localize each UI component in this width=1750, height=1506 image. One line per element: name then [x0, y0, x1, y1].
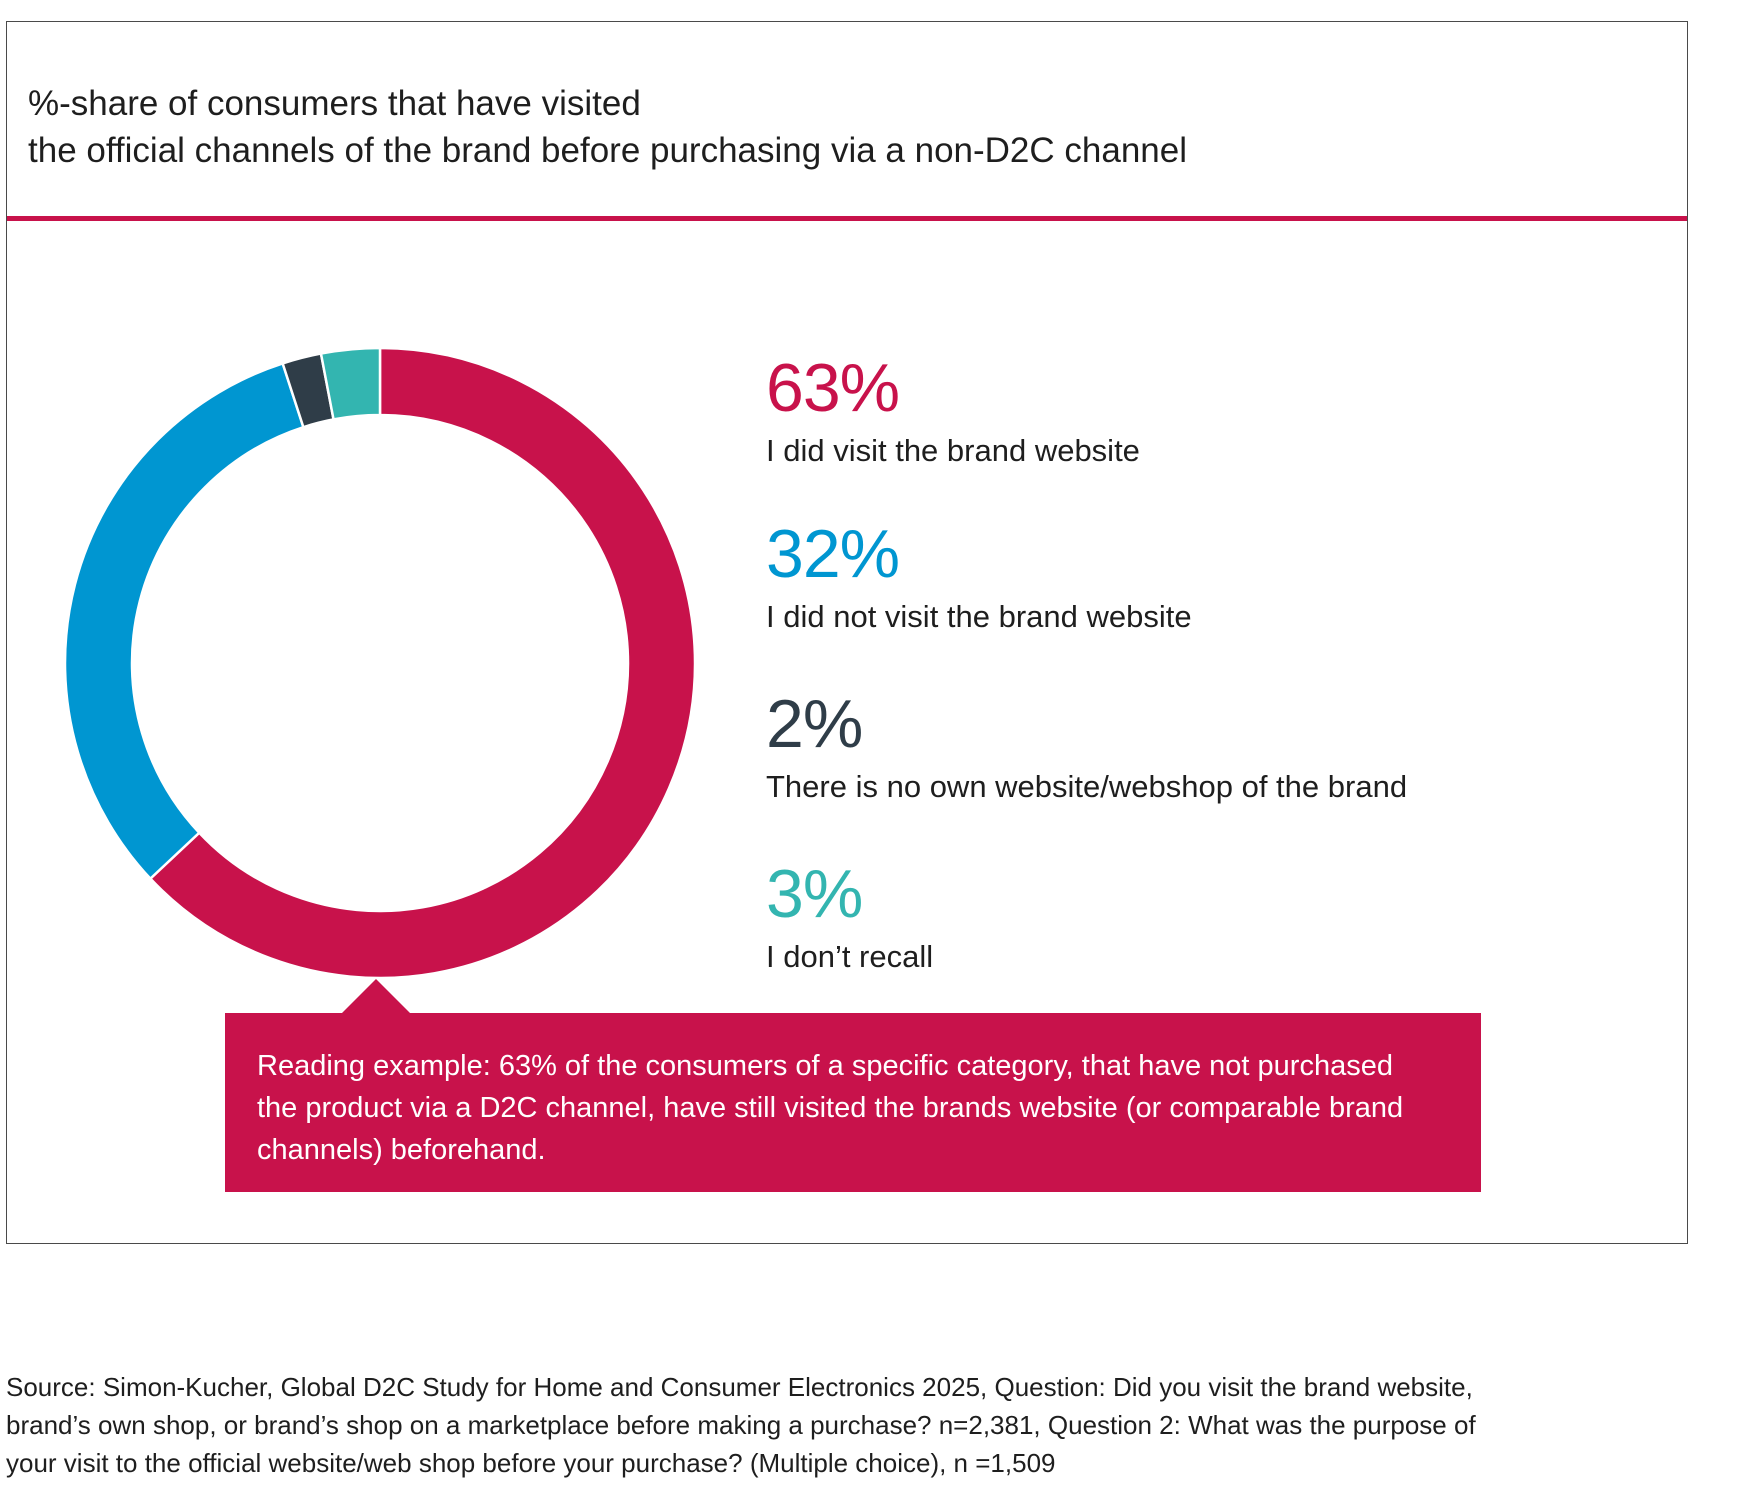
- legend-item-not-visited: 32% I did not visit the brand website: [766, 516, 1646, 637]
- legend-value: 32%: [766, 516, 900, 592]
- source-line-1: Source: Simon-Kucher, Global D2C Study f…: [6, 1372, 1473, 1402]
- legend-value: 3%: [766, 856, 863, 932]
- chart-frame: [6, 21, 1688, 1244]
- reading-example-callout: Reading example: 63% of the consumers of…: [225, 1013, 1481, 1192]
- callout-pointer: [341, 979, 411, 1014]
- chart-title-line-1: %-share of consumers that have visited: [28, 84, 641, 123]
- legend-value: 2%: [766, 686, 863, 762]
- legend-value: 63%: [766, 350, 900, 426]
- legend-label: There is no own website/webshop of the b…: [766, 769, 1408, 804]
- callout-text: Reading example: 63% of the consumers of…: [257, 1050, 1404, 1166]
- chart-title: %-share of consumers that have visited t…: [28, 80, 1628, 174]
- chart-title-line-2: the official channels of the brand befor…: [28, 131, 1187, 170]
- legend-item-no-website: 2% There is no own website/webshop of th…: [766, 686, 1646, 807]
- source-line-3: your visit to the official website/web s…: [6, 1448, 1056, 1478]
- slice-dont-recall: [319, 346, 382, 421]
- legend-label: I don’t recall: [766, 939, 934, 974]
- source-note: Source: Simon-Kucher, Global D2C Study f…: [6, 1368, 1746, 1482]
- legend-label: I did visit the brand website: [766, 433, 1140, 468]
- source-line-2: brand’s own shop, or brand’s shop on a m…: [6, 1410, 1476, 1440]
- legend-label: I did not visit the brand website: [766, 599, 1192, 634]
- slice-visited: [148, 346, 697, 980]
- legend-item-visited: 63% I did visit the brand website: [766, 350, 1646, 471]
- legend-item-dont-recall: 3% I don’t recall: [766, 856, 1646, 977]
- donut-chart: [63, 346, 697, 980]
- title-divider: [7, 216, 1687, 221]
- slice-not-visited: [63, 361, 305, 881]
- donut-slices: [63, 346, 697, 980]
